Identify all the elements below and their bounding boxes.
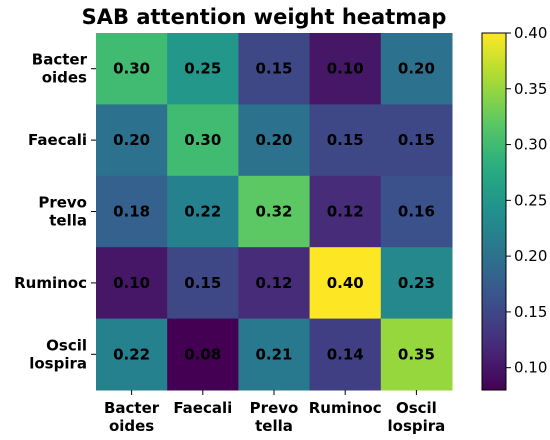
cell-value-label-r0-c3: 0.10 xyxy=(327,60,364,78)
heatmap-cell-r1-c3 xyxy=(309,104,382,177)
cell-value-label-r3-c1: 0.15 xyxy=(184,274,221,292)
cell-value-label-r4-c3: 0.14 xyxy=(327,345,364,363)
column-tick-label: Prevo tella xyxy=(250,399,299,435)
heatmap-cell-r2-c4 xyxy=(380,175,453,248)
cell-value-label-r2-c1: 0.22 xyxy=(184,203,221,221)
cell-value-label-r2-c4: 0.16 xyxy=(398,203,435,221)
cell-value-label-r3-c4: 0.23 xyxy=(398,274,435,292)
heatmap-cell-r0-c1 xyxy=(167,33,239,105)
cell-value-label-r3-c2: 0.12 xyxy=(255,274,292,292)
heatmap-cell-r3-c0 xyxy=(96,247,168,320)
heatmap-cell-r2-c0 xyxy=(96,175,168,248)
cell-value-label-r3-c0: 0.10 xyxy=(113,274,150,292)
cell-value-label-r1-c1: 0.30 xyxy=(184,131,221,149)
column-tick-label: Bacter oides xyxy=(104,399,160,435)
cell-value-label-r1-c0: 0.20 xyxy=(113,131,150,149)
cell-value-label-r1-c4: 0.15 xyxy=(398,131,435,149)
colorbar-tick-label: 0.25 xyxy=(514,191,547,209)
heatmap-cell-r4-c2 xyxy=(238,318,311,391)
heatmap-cell-r1-c0 xyxy=(96,104,168,177)
heatmap-cell-r1-c4 xyxy=(380,104,453,177)
row-tick-label: Bacter oides xyxy=(32,51,88,87)
cell-value-label-r0-c0: 0.30 xyxy=(113,60,150,78)
heatmap-cell-r0-c2 xyxy=(238,33,311,105)
column-tick-label: Oscil lospira xyxy=(388,399,446,435)
heatmap-cell-r3-c2 xyxy=(238,247,311,320)
colorbar-tick-label: 0.10 xyxy=(514,359,547,377)
row-tick-label: Ruminoc xyxy=(14,274,87,292)
colorbar-tick-label: 0.40 xyxy=(514,24,547,42)
colorbar-tick-label: 0.30 xyxy=(514,136,547,154)
row-tick-label: Faecali xyxy=(28,131,87,149)
chart-title: SAB attention weight heatmap xyxy=(82,5,447,29)
cell-value-label-r3-c3: 0.40 xyxy=(327,274,364,292)
heatmap-cell-r0-c3 xyxy=(309,33,382,105)
cell-value-label-r4-c1: 0.08 xyxy=(184,345,221,363)
heatmap-cell-r1-c1 xyxy=(167,104,239,177)
colorbar: 0.10 0.15 0.20 0.25 0.30 0.35 0.40 xyxy=(481,24,547,391)
cell-value-label-r4-c0: 0.22 xyxy=(113,345,150,363)
colorbar-tick-label: 0.15 xyxy=(514,303,547,321)
row-tick-label: Oscil lospira xyxy=(29,336,87,372)
heatmap-cell-r4-c1 xyxy=(167,318,239,391)
cell-value-label-r4-c4: 0.35 xyxy=(398,345,435,363)
cell-value-label-r4-c2: 0.21 xyxy=(255,345,292,363)
cell-value-label-r1-c3: 0.15 xyxy=(327,131,364,149)
cell-value-label-r2-c2: 0.32 xyxy=(255,203,292,221)
column-tick-labels: Bacter oides Faecali Prevo tella Ruminoc Oscil… xyxy=(104,390,445,435)
heatmap-cell-r2-c3 xyxy=(309,175,382,248)
colorbar-tick-label: 0.35 xyxy=(514,80,547,98)
column-tick-label: Faecali xyxy=(173,399,232,417)
column-tick-label: Ruminoc xyxy=(309,399,382,417)
cell-value-label-r2-c3: 0.12 xyxy=(327,203,364,221)
heatmap-cell-r0-c0 xyxy=(96,33,168,105)
colorbar-gradient xyxy=(481,32,507,391)
heatmap-cell-r2-c2 xyxy=(238,175,311,248)
cell-value-label-r2-c0: 0.18 xyxy=(113,203,150,221)
heatmap-cell-r4-c3 xyxy=(309,318,382,391)
heatmap-cell-r2-c1 xyxy=(167,175,239,248)
heatmap-cell-r3-c3 xyxy=(309,247,382,320)
cell-value-label-r0-c4: 0.20 xyxy=(398,60,435,78)
heatmap-cell-r4-c0 xyxy=(96,318,168,391)
cell-value-label-r0-c1: 0.25 xyxy=(184,60,221,78)
cell-value-label-r1-c2: 0.20 xyxy=(255,131,292,149)
row-tick-label: Prevo tella xyxy=(38,194,87,230)
heatmap-cell-r0-c4 xyxy=(380,33,453,105)
heatmap-cell-r3-c4 xyxy=(380,247,453,320)
heatmap-cells: 0.30 0.25 0.15 0.10 0.20 0.20 0.30 0.20 0.15 0.15… xyxy=(96,33,453,391)
colorbar-tick-label: 0.20 xyxy=(514,247,547,265)
cell-value-label-r0-c2: 0.15 xyxy=(255,60,292,78)
row-tick-labels: Bacter oides Faecali Prevo tella Ruminoc Oscil… xyxy=(14,51,96,372)
heatmap-cell-r3-c1 xyxy=(167,247,239,320)
heatmap-cell-r1-c2 xyxy=(238,104,311,177)
heatmap-cell-r4-c4 xyxy=(380,318,453,391)
